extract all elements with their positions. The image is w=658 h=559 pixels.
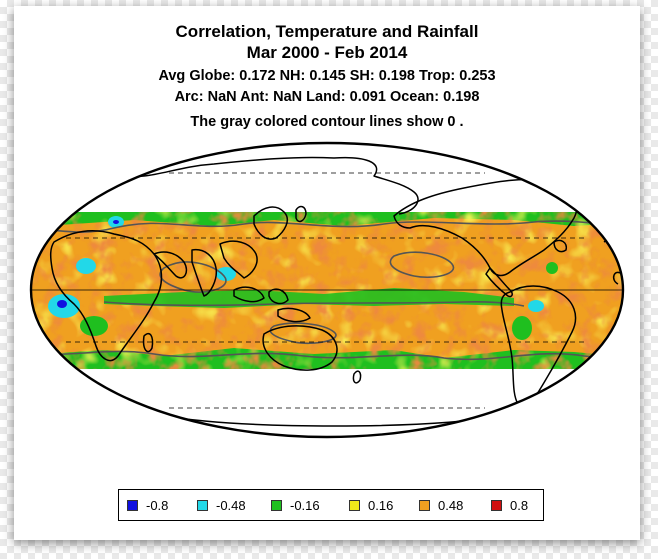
latitude-lines <box>66 172 588 409</box>
legend-item: 0.48 <box>419 499 463 513</box>
legend-label: -0.48 <box>216 498 246 513</box>
negative-patches <box>48 216 558 340</box>
globe-outline <box>29 141 625 439</box>
color-legend: -0.8 -0.48 -0.16 0.16 0.48 0.8 <box>118 489 544 521</box>
legend-label: -0.16 <box>290 498 320 513</box>
legend-swatch <box>127 500 138 512</box>
contour-note: The gray colored contour lines show 0 . <box>190 114 464 130</box>
chart-title: Correlation, Temperature and Rainfall <box>175 22 479 41</box>
stats-line-1: Avg Globe: 0.172 NH: 0.145 SH: 0.198 Tro… <box>158 68 496 84</box>
legend-swatch <box>197 500 208 512</box>
world-map <box>29 141 625 439</box>
legend-label: 0.48 <box>438 498 464 513</box>
stats-line-2: Arc: NaN Ant: NaN Land: 0.091 Ocean: 0.1… <box>174 89 480 105</box>
zero-contours <box>31 220 623 361</box>
legend-label: -0.8 <box>146 498 169 513</box>
date-range: Mar 2000 - Feb 2014 <box>246 43 408 62</box>
legend-swatch <box>271 500 282 512</box>
map-data-layer <box>31 143 623 437</box>
legend-item: 0.16 <box>349 499 393 513</box>
legend-swatch <box>491 500 502 512</box>
legend-label: 0.16 <box>368 498 394 513</box>
legend-item: -0.16 <box>271 499 320 513</box>
legend-item: -0.8 <box>127 499 168 513</box>
legend-item: -0.48 <box>197 499 246 513</box>
legend-swatch <box>419 500 430 512</box>
legend-item: 0.8 <box>491 499 528 513</box>
legend-label: 0.8 <box>510 498 529 513</box>
figure-card: Correlation, Temperature and Rainfall Ma… <box>14 6 640 540</box>
legend-swatch <box>349 500 360 512</box>
